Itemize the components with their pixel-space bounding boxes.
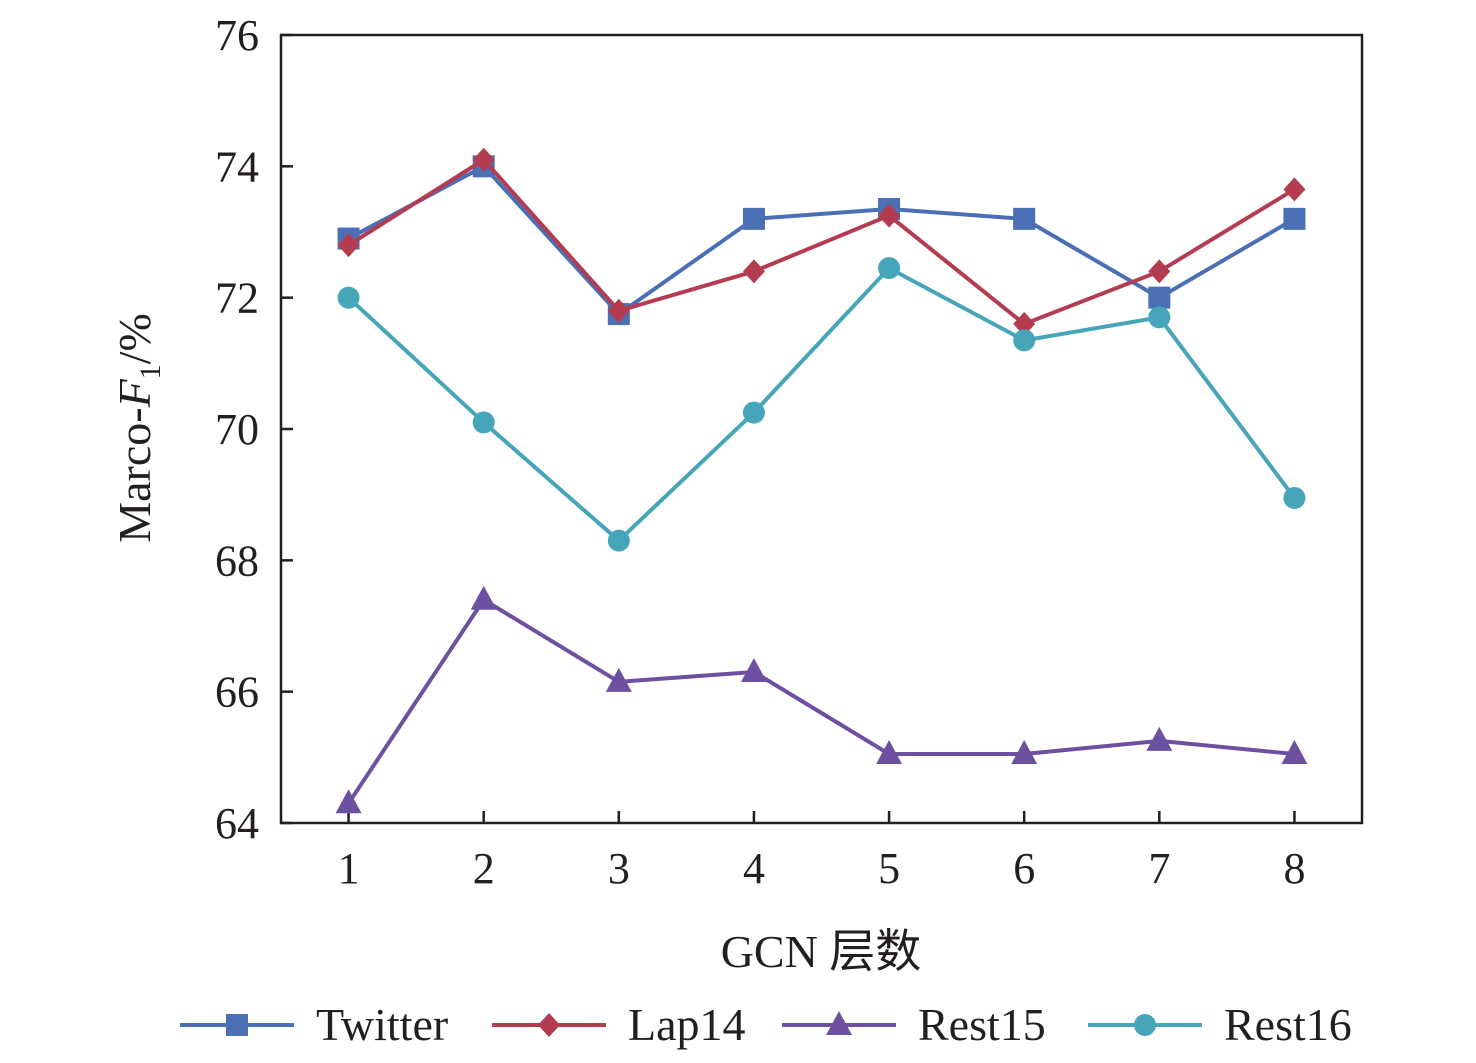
legend-item-twitter: Twitter (180, 999, 448, 1050)
data-point-rest15 (1011, 740, 1038, 765)
series-twitter (337, 155, 1306, 326)
legend-label-rest16: Rest16 (1224, 999, 1352, 1050)
data-point-rest16 (1148, 306, 1171, 329)
y-axis-ticks: 64 66 68 70 72 74 76 (215, 11, 293, 848)
series-line-rest15 (346, 597, 1295, 805)
y-tick-label: 74 (215, 142, 259, 191)
data-point-lap14 (337, 233, 360, 258)
data-point-rest16 (742, 401, 765, 424)
x-tick-label: 2 (473, 844, 495, 893)
data-point-rest16 (1283, 486, 1306, 509)
x-tick-label: 5 (878, 844, 900, 893)
y-tick-label: 70 (215, 405, 259, 454)
series-line-twitter (347, 164, 1296, 317)
series-rest15 (335, 585, 1308, 814)
data-point-twitter (742, 207, 765, 230)
legend-label-twitter: Twitter (316, 999, 448, 1050)
data-point-twitter (1283, 207, 1306, 230)
series-line-rest16 (347, 266, 1297, 543)
legend-marker-rest16 (1134, 1014, 1156, 1036)
x-tick-label: 8 (1283, 844, 1305, 893)
legend: Twitter Lap14 Rest15 Rest16 (180, 999, 1352, 1050)
data-point-lap14 (1148, 259, 1171, 284)
series-lap14 (337, 147, 1306, 336)
data-point-twitter (1148, 286, 1171, 309)
x-axis-ticks: 1 2 3 4 5 6 7 8 (338, 811, 1305, 893)
y-tick-label: 64 (215, 799, 259, 848)
data-point-rest16 (1013, 329, 1036, 352)
y-tick-label: 72 (215, 274, 259, 323)
data-point-rest15 (335, 789, 362, 814)
x-tick-label: 4 (743, 844, 765, 893)
series-layer (335, 147, 1308, 814)
legend-item-rest16: Rest16 (1088, 999, 1352, 1050)
data-point-lap14 (742, 259, 765, 284)
data-point-rest15 (470, 585, 497, 610)
y-tick-label: 66 (215, 668, 259, 717)
y-tick-label: 68 (215, 536, 259, 585)
legend-label-lap14: Lap14 (628, 999, 746, 1050)
y-tick-label: 76 (215, 11, 259, 60)
data-point-lap14 (878, 203, 901, 228)
y-axis-title: Marco-F1/% (109, 313, 167, 543)
legend-marker-rest15 (826, 1011, 852, 1035)
data-point-rest15 (605, 667, 632, 692)
data-point-lap14 (1283, 177, 1306, 202)
x-tick-label: 3 (608, 844, 630, 893)
series-rest16 (337, 257, 1306, 552)
x-axis-title: GCN 层数 (721, 926, 922, 977)
data-point-rest15 (740, 657, 767, 682)
data-point-rest15 (1146, 726, 1173, 751)
data-point-rest16 (337, 286, 360, 309)
series-line-lap14 (347, 157, 1296, 326)
data-point-rest15 (876, 740, 903, 765)
data-point-rest15 (1281, 740, 1308, 765)
plot-area-frame (279, 33, 1364, 825)
x-tick-label: 6 (1013, 844, 1035, 893)
data-point-rest16 (472, 411, 495, 434)
data-point-lap14 (607, 298, 630, 323)
x-tick-label: 1 (338, 844, 360, 893)
data-point-rest16 (607, 529, 630, 552)
legend-label-rest15: Rest15 (918, 999, 1046, 1050)
data-point-lap14 (1013, 311, 1036, 336)
data-point-rest16 (878, 257, 901, 280)
legend-marker-twitter (226, 1014, 248, 1036)
data-point-lap14 (472, 147, 495, 172)
legend-marker-lap14 (538, 1013, 560, 1037)
data-point-twitter (1013, 207, 1036, 230)
x-tick-label: 7 (1148, 844, 1170, 893)
legend-item-rest15: Rest15 (782, 999, 1046, 1050)
legend-item-lap14: Lap14 (492, 999, 746, 1050)
